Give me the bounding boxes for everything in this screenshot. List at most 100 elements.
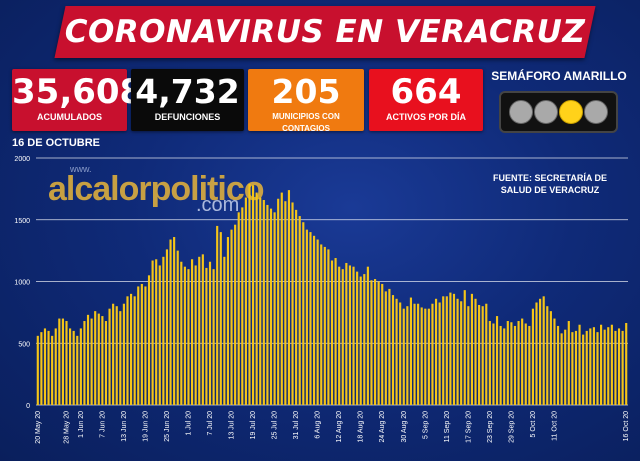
bar xyxy=(503,328,506,405)
bar xyxy=(248,183,251,405)
stat-value: 664 xyxy=(390,72,462,112)
bar xyxy=(460,301,463,405)
watermark-www: www. xyxy=(70,164,92,174)
bar xyxy=(485,303,488,405)
watermark-main: alcalorpolitico xyxy=(48,170,264,208)
bar xyxy=(399,302,402,405)
bar xyxy=(600,324,603,405)
bar xyxy=(255,192,258,405)
y-tick-label: 2000 xyxy=(14,156,30,163)
x-tick-label: 13 Jun 20 xyxy=(121,411,128,442)
bar xyxy=(625,322,628,405)
bar xyxy=(424,308,427,405)
bar xyxy=(582,334,585,405)
y-tick-label: 500 xyxy=(18,341,30,348)
bar xyxy=(122,303,125,405)
bar xyxy=(549,311,552,405)
bar xyxy=(524,323,527,405)
source-line-2: SALUD DE VERACRUZ xyxy=(500,185,600,195)
bar xyxy=(90,318,93,405)
bar xyxy=(395,298,398,405)
bar xyxy=(259,197,262,405)
stat-value: 205 xyxy=(271,72,341,111)
bar xyxy=(456,298,459,405)
date-label: 16 DE OCTUBRE xyxy=(12,137,101,149)
stat-label: ACTIVOS POR DÍA xyxy=(385,112,466,122)
bar xyxy=(216,225,219,405)
bar xyxy=(452,293,456,405)
bar xyxy=(40,332,43,405)
x-tick-label: 24 Aug 20 xyxy=(379,411,386,443)
bar xyxy=(574,330,578,405)
bar xyxy=(499,325,502,405)
bar xyxy=(284,201,287,405)
bar xyxy=(130,293,133,405)
bar xyxy=(104,321,108,405)
bar xyxy=(234,224,237,405)
bar xyxy=(97,313,100,405)
bar xyxy=(434,298,438,405)
x-tick-label: 19 Jun 20 xyxy=(142,411,149,442)
bar xyxy=(47,330,50,405)
bar xyxy=(223,256,226,405)
bar xyxy=(230,229,233,405)
bar xyxy=(578,324,581,405)
bar xyxy=(589,328,592,405)
bar xyxy=(474,298,477,405)
bar xyxy=(108,308,111,405)
bar xyxy=(495,316,499,405)
stat-label: ACUMULADOS xyxy=(37,112,102,122)
x-tick-label: 1 Jun 20 xyxy=(78,411,85,438)
y-tick-label: 1500 xyxy=(14,218,30,225)
x-tick-label: 19 Jul 20 xyxy=(250,411,257,440)
source-note: FUENTE: SECRETARÍA DE SALUD DE VERACRUZ xyxy=(470,172,630,196)
watermark-logo: www. alcalorpolitico .com xyxy=(48,164,264,216)
stat-label: DEFUNCIONES xyxy=(154,112,221,122)
bar xyxy=(126,296,129,405)
bar xyxy=(373,279,377,405)
bar xyxy=(198,256,201,405)
bar xyxy=(101,316,104,405)
bar xyxy=(36,335,39,405)
bar xyxy=(381,283,384,405)
bar xyxy=(359,276,362,405)
traffic-light-lamp xyxy=(534,100,558,124)
bar xyxy=(169,239,172,405)
x-tick-label: 25 Jun 20 xyxy=(164,411,171,442)
bar xyxy=(388,288,391,405)
bar xyxy=(384,291,387,405)
x-tick-label: 23 Sep 20 xyxy=(487,411,494,443)
bar xyxy=(560,333,563,405)
bar xyxy=(309,232,312,405)
bar xyxy=(348,265,352,405)
x-tick-label: 13 Jul 20 xyxy=(229,411,236,440)
bar xyxy=(492,323,495,405)
stat-value: 35,608 xyxy=(12,72,144,112)
bar xyxy=(173,237,176,405)
bar xyxy=(488,321,491,405)
traffic-light-icon xyxy=(499,91,618,133)
x-tick-label: 7 Jun 20 xyxy=(99,411,106,438)
bar xyxy=(312,235,316,405)
traffic-light-lamp-active xyxy=(559,100,583,124)
bar xyxy=(402,308,405,405)
x-tick-label: 20 May 20 xyxy=(35,411,42,444)
bar xyxy=(449,292,452,405)
bar xyxy=(427,308,430,405)
bar xyxy=(510,322,513,405)
bar xyxy=(54,328,57,405)
stat-box-activos: 664 ACTIVOS POR DÍA xyxy=(369,69,483,131)
bar xyxy=(607,327,610,405)
bar xyxy=(470,293,474,405)
bar xyxy=(617,328,621,405)
x-tick-label: 16 Oct 20 xyxy=(623,411,630,441)
traffic-light-lamp xyxy=(509,100,533,124)
bar xyxy=(338,266,341,405)
bar xyxy=(481,306,484,405)
bar xyxy=(585,330,588,405)
bar xyxy=(219,232,222,405)
bar xyxy=(614,330,617,405)
stat-box-defunciones: 4,732 DEFUNCIONES xyxy=(131,69,244,131)
bar xyxy=(521,318,524,405)
